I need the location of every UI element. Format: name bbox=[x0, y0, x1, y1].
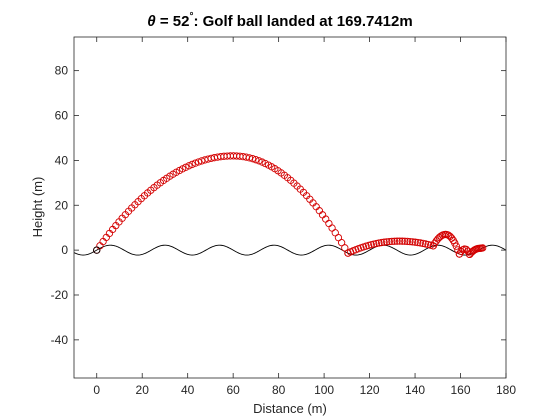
x-tick-label: 180 bbox=[496, 383, 516, 397]
x-tick-label: 20 bbox=[136, 383, 150, 397]
y-tick-label: 60 bbox=[55, 109, 69, 123]
title-suffix: : Golf ball landed at 169.7412m bbox=[193, 13, 412, 30]
title-prefix: = 52 bbox=[156, 13, 190, 30]
y-tick-label: 80 bbox=[55, 64, 69, 78]
x-tick-label: 80 bbox=[272, 383, 286, 397]
x-tick-label: 120 bbox=[360, 383, 380, 397]
y-tick-label: 40 bbox=[55, 153, 69, 167]
x-tick-label: 0 bbox=[93, 383, 100, 397]
x-tick-label: 40 bbox=[181, 383, 195, 397]
x-tick-label: 100 bbox=[314, 383, 334, 397]
y-tick-label: 20 bbox=[55, 198, 69, 212]
x-tick-label: 60 bbox=[226, 383, 240, 397]
x-tick-label: 140 bbox=[405, 383, 425, 397]
plot-area bbox=[74, 37, 506, 378]
x-tick-label: 160 bbox=[451, 383, 471, 397]
x-axis-label: Distance (m) bbox=[253, 401, 327, 416]
y-tick-label: -20 bbox=[51, 288, 69, 302]
y-tick-label: 0 bbox=[61, 243, 68, 257]
y-tick-label: -40 bbox=[51, 333, 69, 347]
chart-title: θ = 52°: Golf ball landed at 169.7412m bbox=[147, 11, 412, 30]
y-axis-label: Height (m) bbox=[30, 177, 45, 238]
